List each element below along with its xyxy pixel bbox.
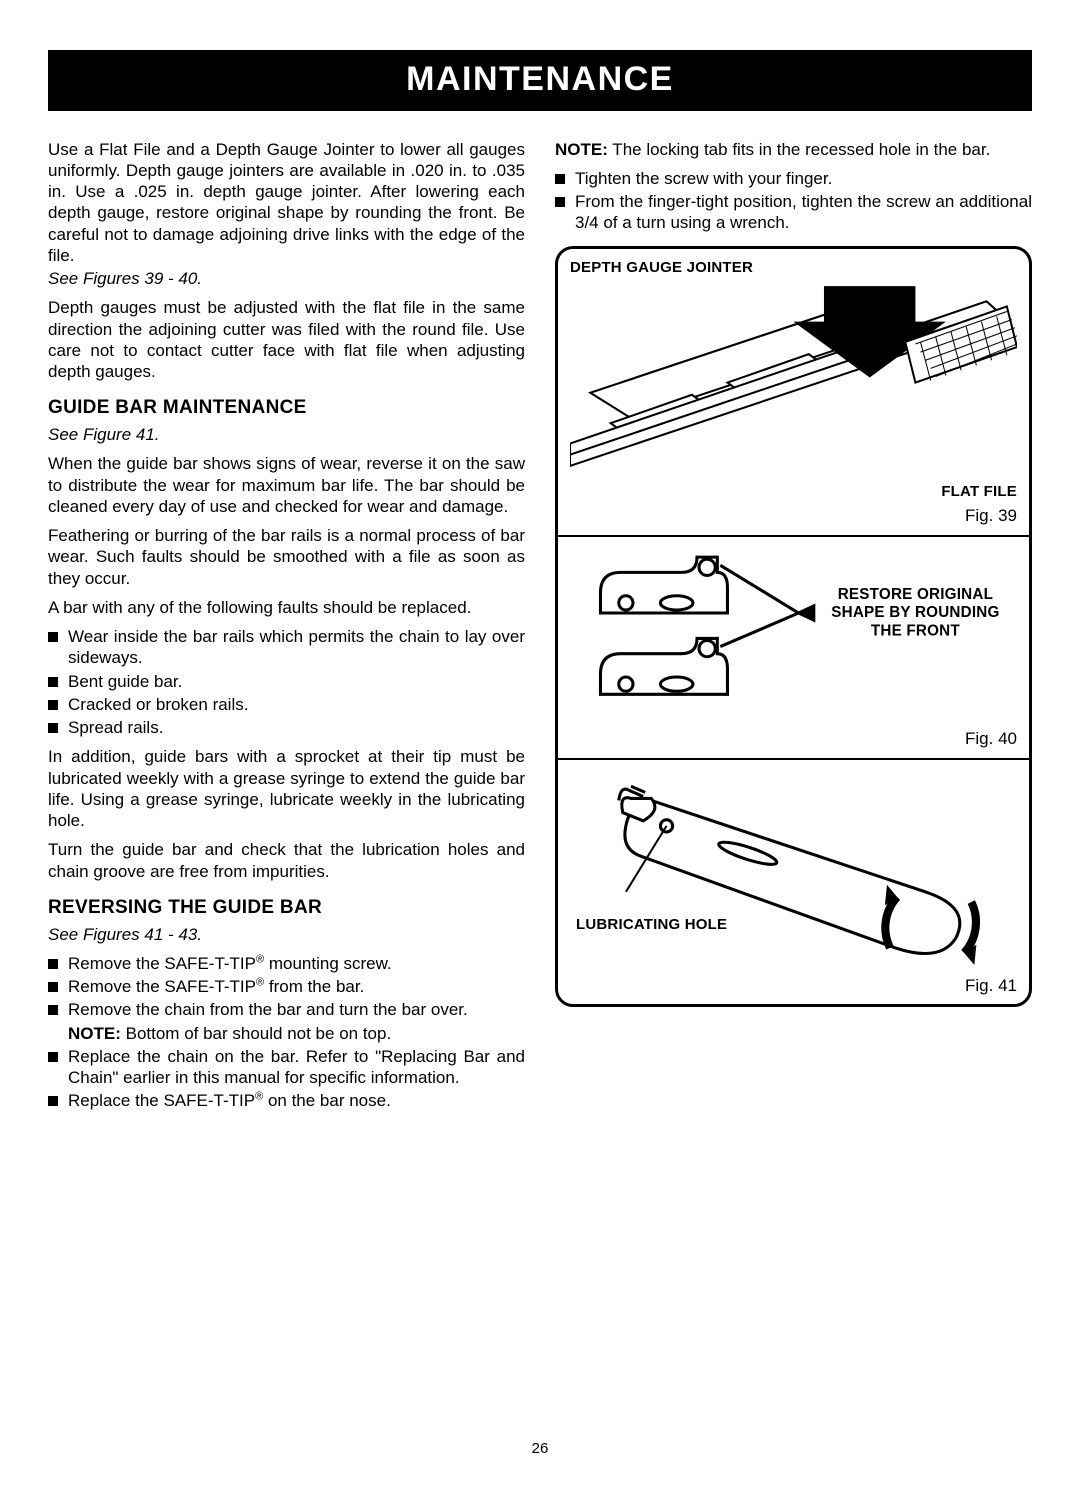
- paragraph: When the guide bar shows signs of wear, …: [48, 453, 525, 517]
- list-item: Replace the SAFE-T-TIP® on the bar nose.: [48, 1090, 525, 1111]
- list-item-text: Remove the SAFE-T-TIP® from the bar.: [68, 976, 525, 997]
- steps-list: Remove the SAFE-T-TIP® mounting screw.Re…: [48, 953, 525, 1112]
- note-label: NOTE:: [555, 140, 608, 159]
- heading-reversing-guide-bar: REVERSING THE GUIDE BAR: [48, 896, 525, 920]
- section-title-bar: MAINTENANCE: [48, 50, 1032, 111]
- bullet-icon: [555, 197, 565, 207]
- guide-bar-illustration-svg: [570, 770, 1017, 973]
- bullet-icon: [48, 677, 58, 687]
- paragraph: In addition, guide bars with a sprocket …: [48, 746, 525, 831]
- note-text: The locking tab fits in the recessed hol…: [608, 140, 990, 159]
- bullet-icon: [48, 632, 58, 642]
- list-item-text: Tighten the screw with your finger.: [575, 168, 1032, 189]
- two-column-layout: Use a Flat File and a Depth Gauge Jointe…: [48, 139, 1032, 1120]
- left-column: Use a Flat File and a Depth Gauge Jointe…: [48, 139, 525, 1120]
- bullet-icon: [48, 1096, 58, 1106]
- figure-label-depth-gauge-jointer: DEPTH GAUGE JOINTER: [570, 259, 1017, 278]
- depth-gauge-illustration-svg: [570, 281, 1017, 474]
- heading-guide-bar-maintenance: GUIDE BAR MAINTENANCE: [48, 396, 525, 420]
- list-item: Bent guide bar.: [48, 671, 525, 692]
- figure-39-panel: DEPTH GAUGE JOINTER: [558, 249, 1029, 535]
- list-item: Wear inside the bar rails which permits …: [48, 626, 525, 669]
- figure-reference: See Figures 41 - 43.: [48, 924, 525, 945]
- bullet-icon: [48, 982, 58, 992]
- section-title: MAINTENANCE: [406, 60, 674, 98]
- list-item: Remove the SAFE-T-TIP® from the bar.: [48, 976, 525, 997]
- bullet-icon: [555, 174, 565, 184]
- figure-41-panel: LUBRICATING HOLE Fig. 41: [558, 758, 1029, 1004]
- list-item-text: Replace the SAFE-T-TIP® on the bar nose.: [68, 1090, 525, 1111]
- list-item-text: Remove the chain from the bar and turn t…: [68, 999, 525, 1044]
- list-item: From the finger-tight position, tighten …: [555, 191, 1032, 234]
- list-item-text: From the finger-tight position, tighten …: [575, 191, 1032, 234]
- figure-reference: See Figure 41.: [48, 424, 525, 445]
- paragraph: Turn the guide bar and check that the lu…: [48, 839, 525, 882]
- paragraph: A bar with any of the following faults s…: [48, 597, 525, 618]
- list-item: Cracked or broken rails.: [48, 694, 525, 715]
- note-paragraph: NOTE: The locking tab fits in the recess…: [555, 139, 1032, 160]
- figure-box: DEPTH GAUGE JOINTER: [555, 246, 1032, 1008]
- figure-40-panel: RESTORE ORIGINAL SHAPE BY ROUNDING THE F…: [558, 535, 1029, 758]
- bullet-icon: [48, 1052, 58, 1062]
- figure-label-restore-shape: RESTORE ORIGINAL SHAPE BY ROUNDING THE F…: [819, 585, 1012, 640]
- figure-39-illustration: [570, 281, 1017, 479]
- list-item: Tighten the screw with your finger.: [555, 168, 1032, 189]
- list-item-text: Cracked or broken rails.: [68, 694, 525, 715]
- figure-41-illustration: [570, 770, 1017, 978]
- faults-list: Wear inside the bar rails which permits …: [48, 626, 525, 738]
- list-item-text: Spread rails.: [68, 717, 525, 738]
- list-item: Remove the SAFE-T-TIP® mounting screw.: [48, 953, 525, 974]
- right-column: NOTE: The locking tab fits in the recess…: [555, 139, 1032, 1120]
- figure-40-illustration: RESTORE ORIGINAL SHAPE BY ROUNDING THE F…: [570, 547, 1017, 725]
- figure-caption: Fig. 40: [570, 728, 1017, 749]
- paragraph: Feathering or burring of the bar rails i…: [48, 525, 525, 589]
- page-number: 26: [48, 1440, 1032, 1459]
- list-item-text: Wear inside the bar rails which permits …: [68, 626, 525, 669]
- list-item: Remove the chain from the bar and turn t…: [48, 999, 525, 1044]
- paragraph: Depth gauges must be adjusted with the f…: [48, 297, 525, 382]
- list-item: Replace the chain on the bar. Refer to "…: [48, 1046, 525, 1089]
- bullet-icon: [48, 700, 58, 710]
- bullet-icon: [48, 959, 58, 969]
- list-item-text: Bent guide bar.: [68, 671, 525, 692]
- figure-caption: Fig. 39: [570, 505, 1017, 526]
- right-bullets: Tighten the screw with your finger. From…: [555, 168, 1032, 234]
- list-item: Spread rails.: [48, 717, 525, 738]
- list-item-text: Replace the chain on the bar. Refer to "…: [68, 1046, 525, 1089]
- figure-caption: Fig. 41: [570, 975, 1017, 996]
- bullet-icon: [48, 1005, 58, 1015]
- bullet-icon: [48, 723, 58, 733]
- paragraph: Use a Flat File and a Depth Gauge Jointe…: [48, 139, 525, 267]
- figure-label-lubricating-hole: LUBRICATING HOLE: [576, 916, 1017, 935]
- list-item-text: Remove the SAFE-T-TIP® mounting screw.: [68, 953, 525, 974]
- figure-reference: See Figures 39 - 40.: [48, 268, 525, 289]
- figure-label-flat-file: FLAT FILE: [570, 480, 1017, 502]
- cutter-shape-illustration-svg: RESTORE ORIGINAL SHAPE BY ROUNDING THE F…: [570, 547, 1017, 720]
